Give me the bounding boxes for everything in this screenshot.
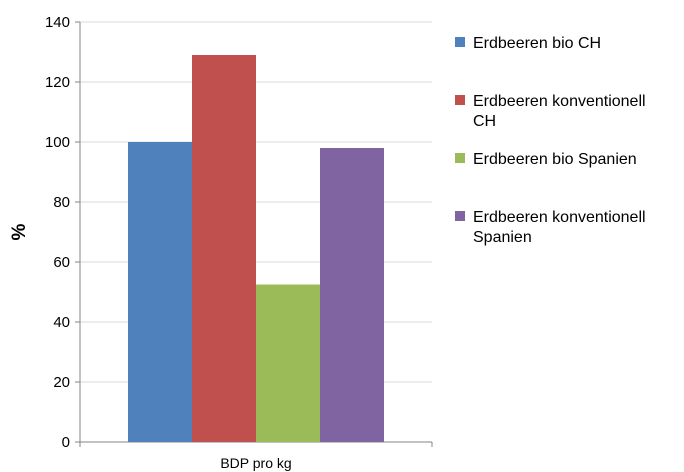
legend: Erdbeeren bio CH Erdbeeren konventionell C… (455, 35, 646, 246)
y-tick-labels: 0 20 40 60 80 100 120 140 (45, 14, 70, 451)
bar-erdbeeren-konventionell-spanien (320, 148, 384, 442)
legend-label: Erdbeeren bio Spanien (473, 151, 637, 168)
bar-erdbeeren-bio-spanien (256, 284, 320, 442)
y-tick-label: 100 (45, 134, 70, 151)
y-axis-label: % (9, 223, 30, 240)
legend-label: Spanien (473, 229, 532, 246)
legend-swatch (455, 153, 465, 163)
y-tick-label: 0 (62, 434, 70, 451)
y-tick-label: 80 (53, 194, 70, 211)
y-tick-label: 60 (53, 254, 70, 271)
legend-label: Erdbeeren konventionell (473, 209, 646, 226)
bar-erdbeeren-bio-ch (128, 142, 192, 442)
bars (128, 55, 384, 442)
category-label: BDP pro kg (220, 455, 291, 471)
bar-erdbeeren-konventionell-ch (192, 55, 256, 442)
legend-swatch (455, 37, 465, 47)
legend-swatch (455, 95, 465, 105)
legend-label: Erdbeeren bio CH (473, 35, 601, 52)
legend-label: CH (473, 113, 496, 130)
legend-label: Erdbeeren konventionell (473, 93, 646, 110)
y-tick-label: 40 (53, 314, 70, 331)
y-tick-label: 120 (45, 74, 70, 91)
y-tick-label: 140 (45, 14, 70, 31)
y-tick-label: 20 (53, 374, 70, 391)
legend-swatch (455, 211, 465, 221)
